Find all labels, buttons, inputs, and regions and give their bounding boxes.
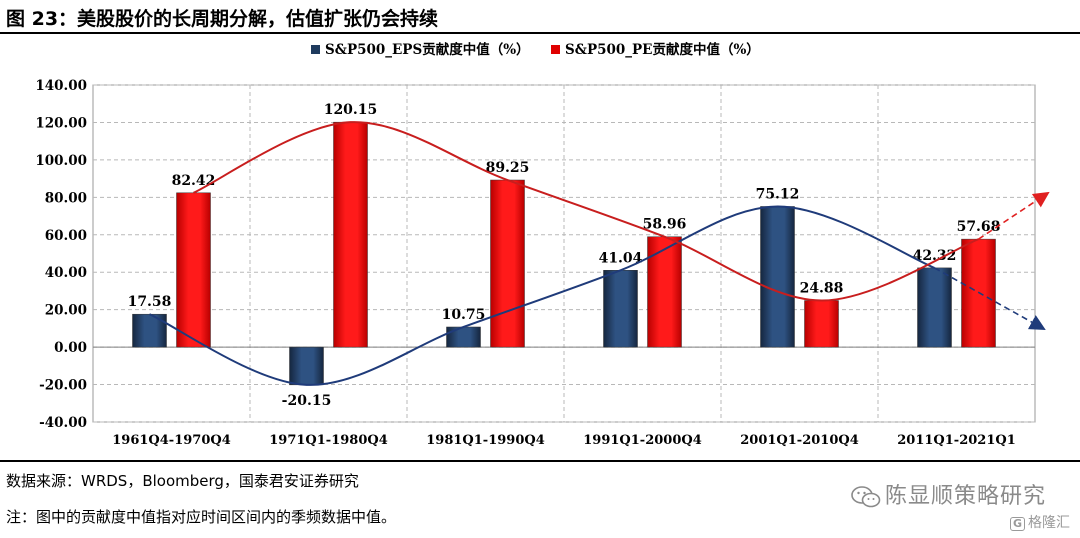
pe-data-label: 58.96 (643, 217, 687, 233)
pe-data-label: 89.25 (486, 160, 530, 176)
legend-label: S&P500_PE贡献度中值（%） (565, 41, 760, 58)
eps-bar (917, 267, 952, 348)
gelonghui-logo: G 格隆汇 (1009, 512, 1070, 532)
pe-data-label: 120.15 (324, 102, 378, 118)
y-tick-label: 120.00 (35, 115, 87, 131)
eps-data-label: 42.32 (913, 248, 957, 264)
wechat-watermark: 陈显顺策略研究 (851, 478, 1046, 510)
pe-data-label: 57.68 (957, 219, 1001, 235)
pe-bar (490, 179, 525, 348)
y-tick-label: -40.00 (39, 415, 87, 431)
legend-label: S&P500_EPS贡献度中值（%） (325, 41, 530, 58)
x-category-label: 2001Q1-2010Q4 (740, 433, 859, 448)
source-note: 数据来源：WRDS，Bloomberg，国泰君安证券研究 (6, 472, 359, 490)
y-tick-label: 40.00 (45, 265, 87, 281)
y-tick-label: 100.00 (35, 153, 87, 169)
x-category-label: 1961Q4-1970Q4 (112, 433, 231, 448)
bottom-rule (0, 460, 1080, 462)
eps-data-label: 17.58 (128, 294, 172, 310)
eps-bar (132, 313, 167, 348)
y-tick-label: 140.00 (35, 78, 87, 94)
figure-title: 图 23：美股股价的长周期分解，估值扩张仍会持续 (6, 8, 439, 30)
chart: 140.00 120.00 100.00 80.00 60.00 40.00 20.00 0.… (35, 41, 1050, 448)
remark-note: 注：图中的贡献度中值指对应时间区间内的季频数据中值。 (6, 508, 397, 526)
watermark-text: 陈显顺策略研究 (884, 484, 1046, 509)
eps-bar (603, 270, 638, 348)
legend-swatch (311, 45, 320, 54)
eps-bar (289, 346, 324, 386)
x-category-label: 1981Q1-1990Q4 (426, 433, 545, 448)
eps-trend-curve (149, 205, 935, 386)
pe-bar (333, 121, 368, 348)
x-category-label: 2011Q1-2021Q1 (897, 433, 1016, 448)
x-category-label: 1991Q1-2000Q4 (583, 433, 702, 448)
eps-data-label: -20.15 (282, 393, 332, 409)
pe-data-label: 82.42 (172, 173, 216, 189)
x-category-label: 1971Q1-1980Q4 (269, 433, 388, 448)
y-tick-label: 20.00 (45, 303, 87, 319)
wechat-icon (851, 486, 881, 508)
pe-data-label: 24.88 (800, 281, 844, 297)
eps-data-label: 41.04 (599, 250, 643, 266)
pe-trend-curve (193, 121, 979, 302)
logo-text: 格隆汇 (1028, 515, 1070, 531)
pe-trend-arrow (978, 191, 1050, 240)
eps-data-label: 10.75 (442, 307, 486, 323)
eps-bar (446, 326, 481, 348)
pe-bar (647, 236, 682, 348)
eps-bar (760, 206, 795, 348)
g-logo-icon: G (1009, 517, 1025, 531)
top-rule (0, 32, 1080, 34)
legend-swatch (551, 45, 560, 54)
y-tick-label: 0.00 (54, 340, 87, 356)
pe-bar (176, 192, 211, 348)
pe-bar (804, 300, 839, 348)
y-tick-label: 60.00 (45, 228, 87, 244)
y-tick-label: 80.00 (45, 190, 87, 206)
eps-data-label: 75.12 (756, 186, 800, 202)
y-tick-label: -20.00 (39, 378, 87, 394)
eps-trend-arrow (934, 267, 1046, 330)
